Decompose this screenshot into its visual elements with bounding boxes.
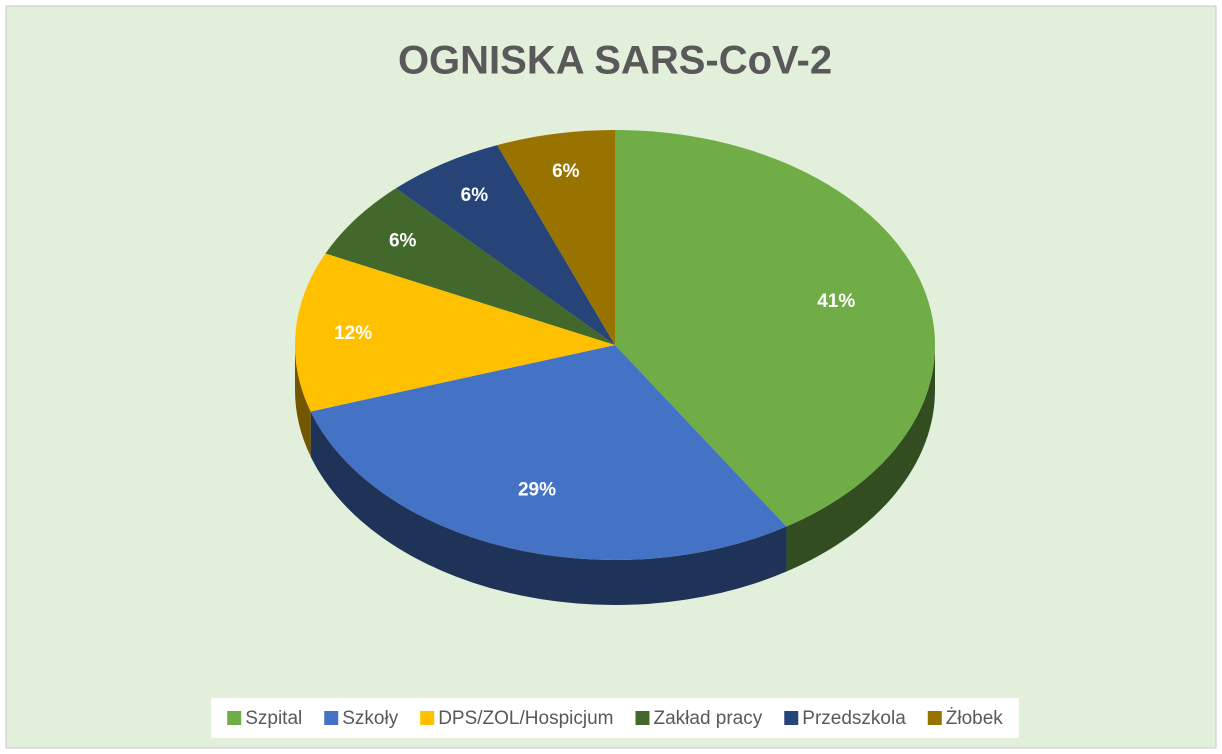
chart-title: OGNISKA SARS-CoV-2 <box>398 39 832 83</box>
legend-item: Szkoły <box>324 708 399 729</box>
data-label: 6% <box>552 161 580 182</box>
slice <box>295 253 615 412</box>
legend-swatch <box>324 711 339 725</box>
legend-swatch <box>635 711 650 725</box>
legend-label: Żłobek <box>946 708 1004 729</box>
legend-box <box>211 698 1019 738</box>
legend-item: Zakład pracy <box>635 708 763 729</box>
legend-label: Szkoły <box>342 708 398 729</box>
data-label: 6% <box>389 230 417 251</box>
slice-side <box>786 345 935 572</box>
legend-swatch <box>227 711 242 725</box>
legend-item: Żłobek <box>927 708 1004 729</box>
legend-label: DPS/ZOL/Hospicjum <box>438 708 613 729</box>
slice <box>615 130 935 527</box>
legend-item: Przedszkola <box>784 708 906 729</box>
slice <box>310 345 787 560</box>
slice <box>497 130 615 345</box>
slice-side <box>310 411 787 605</box>
legend-swatch <box>784 711 799 725</box>
slice <box>395 145 615 345</box>
slice <box>325 188 615 345</box>
data-label: 12% <box>334 323 372 344</box>
legend-item: DPS/ZOL/Hospicjum <box>420 708 613 729</box>
legend-label: Szpital <box>245 708 302 729</box>
legend-label: Zakład pracy <box>653 708 762 729</box>
legend-label: Przedszkola <box>802 708 906 729</box>
slice-side <box>295 345 311 457</box>
data-label: 29% <box>518 480 556 501</box>
legend-item: Szpital <box>227 708 302 729</box>
legend-swatch <box>927 711 942 725</box>
data-label: 41% <box>817 291 855 312</box>
legend-swatch <box>420 711 435 725</box>
data-label: 6% <box>461 185 489 206</box>
